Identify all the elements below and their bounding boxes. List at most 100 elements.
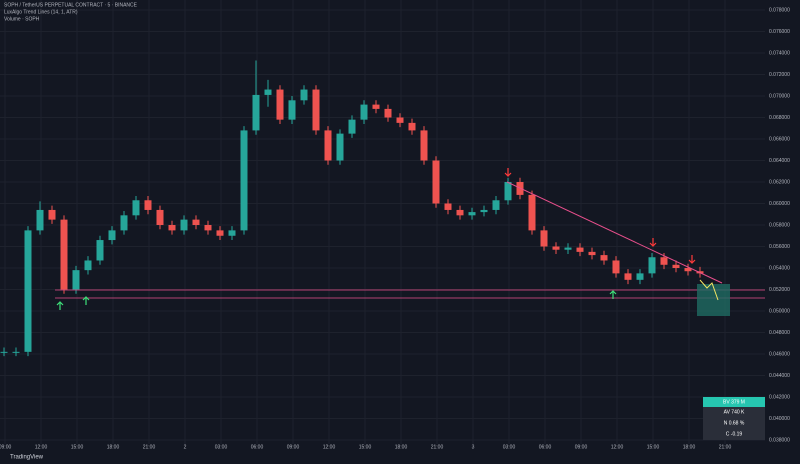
- candle-body: [0, 351, 8, 353]
- candle-body: [300, 89, 308, 101]
- candle-body: [504, 182, 512, 201]
- candle-body: [348, 119, 356, 134]
- candle-body: [192, 219, 200, 225]
- arrow-up: [82, 296, 90, 305]
- x-tick-label: 18:00: [107, 444, 120, 450]
- x-tick-label: 06:00: [251, 444, 264, 450]
- x-tick-label: 3: [472, 444, 475, 450]
- candle-body: [72, 270, 80, 290]
- x-tick-label: 21:00: [719, 444, 732, 450]
- candle-body: [660, 257, 668, 265]
- candle-body: [228, 230, 236, 236]
- candle-body: [636, 273, 644, 280]
- candle-body: [312, 89, 320, 131]
- candle-body: [132, 200, 140, 216]
- x-tick-label: 12:00: [323, 444, 336, 450]
- y-tick-label: 0.054000: [769, 265, 790, 271]
- candle-body: [408, 122, 416, 131]
- y-tick-label: 0.056000: [769, 244, 790, 250]
- y-tick-label: 0.058000: [769, 222, 790, 228]
- header-line: SOPH / TetherUS PERPETUAL CONTRACT · 5 ·…: [4, 2, 138, 8]
- x-tick-label: 18:00: [683, 444, 696, 450]
- candle-body: [324, 130, 332, 161]
- price-axis: [765, 0, 800, 464]
- candle-body: [48, 209, 56, 220]
- candle-body: [684, 268, 692, 272]
- x-tick-label: 21:00: [431, 444, 444, 450]
- x-tick-label: 21:00: [143, 444, 156, 450]
- y-tick-label: 0.048000: [769, 330, 790, 336]
- candle-body: [468, 212, 476, 216]
- x-tick-label: 06:00: [539, 444, 552, 450]
- candles: [0, 60, 704, 357]
- brand: TradingView: [10, 455, 44, 461]
- candle-body: [276, 89, 284, 120]
- stat: C -0.19: [726, 431, 743, 437]
- candle-body: [420, 130, 428, 161]
- stat: N 0.68 %: [724, 420, 745, 426]
- candle-body: [564, 247, 572, 250]
- arrow-up: [56, 301, 64, 310]
- candle-body: [12, 351, 20, 353]
- y-tick-label: 0.042000: [769, 394, 790, 400]
- x-tick-label: 03:00: [215, 444, 228, 450]
- candle-body: [96, 240, 104, 261]
- candle-body: [180, 219, 188, 231]
- stat: AV 740 K: [724, 409, 745, 415]
- y-tick-label: 0.046000: [769, 351, 790, 357]
- y-tick-label: 0.050000: [769, 308, 790, 314]
- header-line: Volume · SOPH: [4, 16, 40, 22]
- candle-body: [648, 257, 656, 274]
- arrow-down: [688, 255, 696, 264]
- x-tick-label: 12:00: [611, 444, 624, 450]
- x-tick-label: 09:00: [575, 444, 588, 450]
- candle-body: [492, 200, 500, 210]
- candle-body: [240, 130, 248, 231]
- candle-body: [444, 203, 452, 210]
- y-tick-label: 0.066000: [769, 136, 790, 142]
- arrow-up: [609, 290, 617, 299]
- y-tick-label: 0.072000: [769, 72, 790, 78]
- candle-body: [252, 94, 260, 131]
- y-tick-label: 0.068000: [769, 115, 790, 121]
- y-tick-label: 0.060000: [769, 201, 790, 207]
- x-tick-label: 03:00: [503, 444, 516, 450]
- candle-body: [384, 108, 392, 118]
- candle-body: [396, 117, 404, 123]
- candle-body: [108, 230, 116, 241]
- stat: BV 379 M: [723, 399, 745, 405]
- candle-body: [588, 251, 596, 256]
- candle-body: [24, 230, 32, 352]
- candle-body: [372, 104, 380, 109]
- projection: [699, 279, 719, 301]
- candle-body: [36, 209, 44, 231]
- candle-body: [360, 104, 368, 120]
- grid: [0, 0, 765, 444]
- candle-body: [672, 264, 680, 268]
- x-tick-label: 12:00: [35, 444, 48, 450]
- y-tick-label: 0.074000: [769, 50, 790, 56]
- candle-body: [336, 133, 344, 161]
- candle-body: [264, 89, 272, 95]
- y-tick-label: 0.064000: [769, 158, 790, 164]
- x-tick-label: 15:00: [359, 444, 372, 450]
- candle-body: [216, 230, 224, 236]
- y-tick-label: 0.070000: [769, 93, 790, 99]
- target-zone: [697, 284, 730, 316]
- y-tick-label: 0.044000: [769, 373, 790, 379]
- x-tick-label: 18:00: [395, 444, 408, 450]
- candle-body: [60, 219, 68, 290]
- arrow-down: [504, 168, 512, 177]
- trend-line: [506, 181, 723, 284]
- x-tick-label: 2: [184, 444, 187, 450]
- candle-body: [528, 194, 536, 231]
- candle-body: [540, 230, 548, 247]
- candle-body: [288, 100, 296, 120]
- candle-body: [204, 225, 212, 231]
- candle-body: [120, 215, 128, 231]
- candle-body: [600, 255, 608, 261]
- stat-box: [703, 407, 765, 440]
- candle-body: [624, 273, 632, 280]
